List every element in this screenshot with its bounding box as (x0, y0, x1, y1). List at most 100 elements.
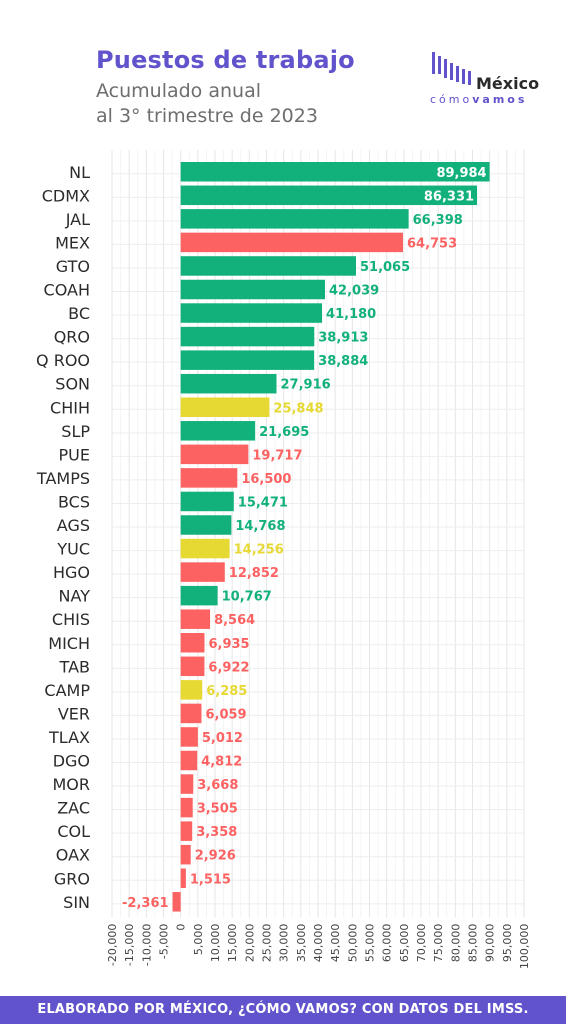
category-label: YUC (56, 540, 90, 559)
data-label: 86,331 (424, 189, 474, 204)
category-label: NAY (59, 587, 91, 606)
data-label: 14,256 (234, 543, 284, 558)
x-tick-label: 0 (175, 924, 188, 931)
category-label: SON (55, 375, 90, 394)
x-tick-label: -10,000 (140, 924, 153, 966)
x-tick-label: 75,000 (432, 924, 445, 963)
x-tick-label: 15,000 (226, 924, 239, 963)
data-label: 3,505 (197, 802, 238, 817)
bar-slp (180, 421, 256, 441)
x-tick-label: 85,000 (467, 924, 480, 963)
category-label: SLP (61, 422, 90, 441)
x-tick-label: 90,000 (484, 924, 497, 963)
data-label: 25,848 (273, 401, 323, 416)
bar-yuc (180, 538, 230, 559)
x-tick-label: 30,000 (278, 924, 291, 963)
bar-camp (180, 680, 203, 700)
bar-bcs (180, 491, 234, 512)
data-label: 1,515 (190, 872, 231, 887)
x-tick-label: 80,000 (449, 924, 462, 963)
bars (172, 162, 490, 912)
x-tick-label: 35,000 (295, 924, 308, 963)
x-tick-label: 55,000 (364, 924, 377, 963)
x-tick-label: -5,000 (158, 924, 171, 959)
category-label: BCS (58, 492, 90, 511)
category-label: CHIS (52, 610, 90, 629)
x-tick-label: 40,000 (312, 924, 325, 963)
x-tick-label: -20,000 (106, 924, 119, 966)
chart-title: Puestos de trabajo (96, 46, 355, 74)
data-label: 38,913 (318, 331, 368, 346)
category-label: TLAX (48, 728, 90, 747)
data-labels: 89,984 86,331 66,398 64,753 51,065 42,039 41,1… (122, 166, 487, 911)
x-axis-tick-labels: -20,000 -15,000 -10,000 -5,000 0 5,000 10,000 1… (106, 924, 531, 970)
data-label: 10,767 (222, 590, 272, 605)
data-label: 6,935 (208, 637, 249, 652)
category-label: ZAC (57, 799, 90, 818)
category-label: CHIH (50, 398, 90, 417)
category-label: MEX (55, 233, 90, 252)
bar-nl (180, 162, 490, 182)
bar-bc (180, 303, 323, 323)
category-label: OAX (56, 846, 90, 865)
category-label: GTO (56, 257, 90, 276)
category-label: JAL (65, 210, 90, 229)
bar-chih (180, 397, 270, 417)
bar-qro (180, 326, 315, 347)
bar-chis (180, 609, 211, 629)
category-label: DGO (53, 752, 90, 771)
data-label: 3,358 (196, 825, 237, 840)
logo-tagline-bold: vamos (472, 93, 528, 106)
x-tick-label: 60,000 (381, 924, 394, 963)
data-label: 6,059 (205, 707, 246, 722)
bar-pue (180, 444, 249, 465)
bar-mor (180, 774, 194, 794)
bar-zac (180, 797, 193, 818)
category-label: GRO (54, 869, 90, 888)
data-label: 21,695 (259, 425, 309, 440)
category-label: COL (57, 822, 90, 841)
bar-chart: NL CDMX JAL MEX GTO COAH BC QRO Q ROO SON CHIH SLP P… (36, 150, 531, 970)
data-label: 66,398 (413, 213, 463, 228)
bar-col (180, 821, 193, 841)
data-label: 6,922 (208, 660, 249, 675)
data-label: 89,984 (436, 166, 486, 181)
category-label: TAMPS (36, 469, 90, 488)
bar-q-roo (180, 350, 315, 370)
data-label: 5,012 (202, 731, 243, 746)
data-label: 42,039 (329, 284, 379, 299)
category-label: SIN (63, 893, 90, 912)
bar-hgo (180, 562, 225, 582)
logo-tagline: cómovamos (430, 93, 527, 106)
data-label: 64,753 (407, 236, 457, 251)
bar-tab (180, 656, 205, 677)
data-label: 19,717 (252, 448, 302, 463)
category-label: CDMX (42, 186, 90, 205)
data-label: 27,916 (281, 378, 331, 393)
bar-jal (180, 209, 409, 229)
category-label: TAB (59, 657, 90, 676)
x-tick-label: 45,000 (329, 924, 342, 963)
data-label: 2,926 (195, 849, 236, 864)
bar-nay (180, 585, 218, 606)
logo-wordmark: México (476, 74, 540, 93)
data-label: 51,065 (360, 260, 410, 275)
data-label: 6,285 (206, 684, 247, 699)
category-label: AGS (57, 516, 90, 535)
chart-subtitle-line-1: Acumulado anual (96, 80, 261, 102)
bar-tlax (180, 727, 198, 747)
x-tick-label: 95,000 (501, 924, 514, 963)
data-label: 16,500 (241, 472, 291, 487)
chart-subtitle-line-2: al 3° trimestre de 2023 (96, 105, 318, 127)
bar-gro (180, 868, 186, 888)
category-label: HGO (53, 563, 90, 582)
data-label: 3,668 (197, 778, 238, 793)
category-label: MICH (48, 634, 90, 653)
data-label: 15,471 (238, 495, 288, 510)
x-tick-label: 100,000 (518, 924, 531, 970)
x-tick-label: 5,000 (192, 924, 205, 956)
category-label: Q ROO (36, 351, 90, 370)
bar-mex (180, 232, 403, 253)
category-label: NL (69, 163, 90, 182)
x-tick-label: 25,000 (261, 924, 274, 963)
